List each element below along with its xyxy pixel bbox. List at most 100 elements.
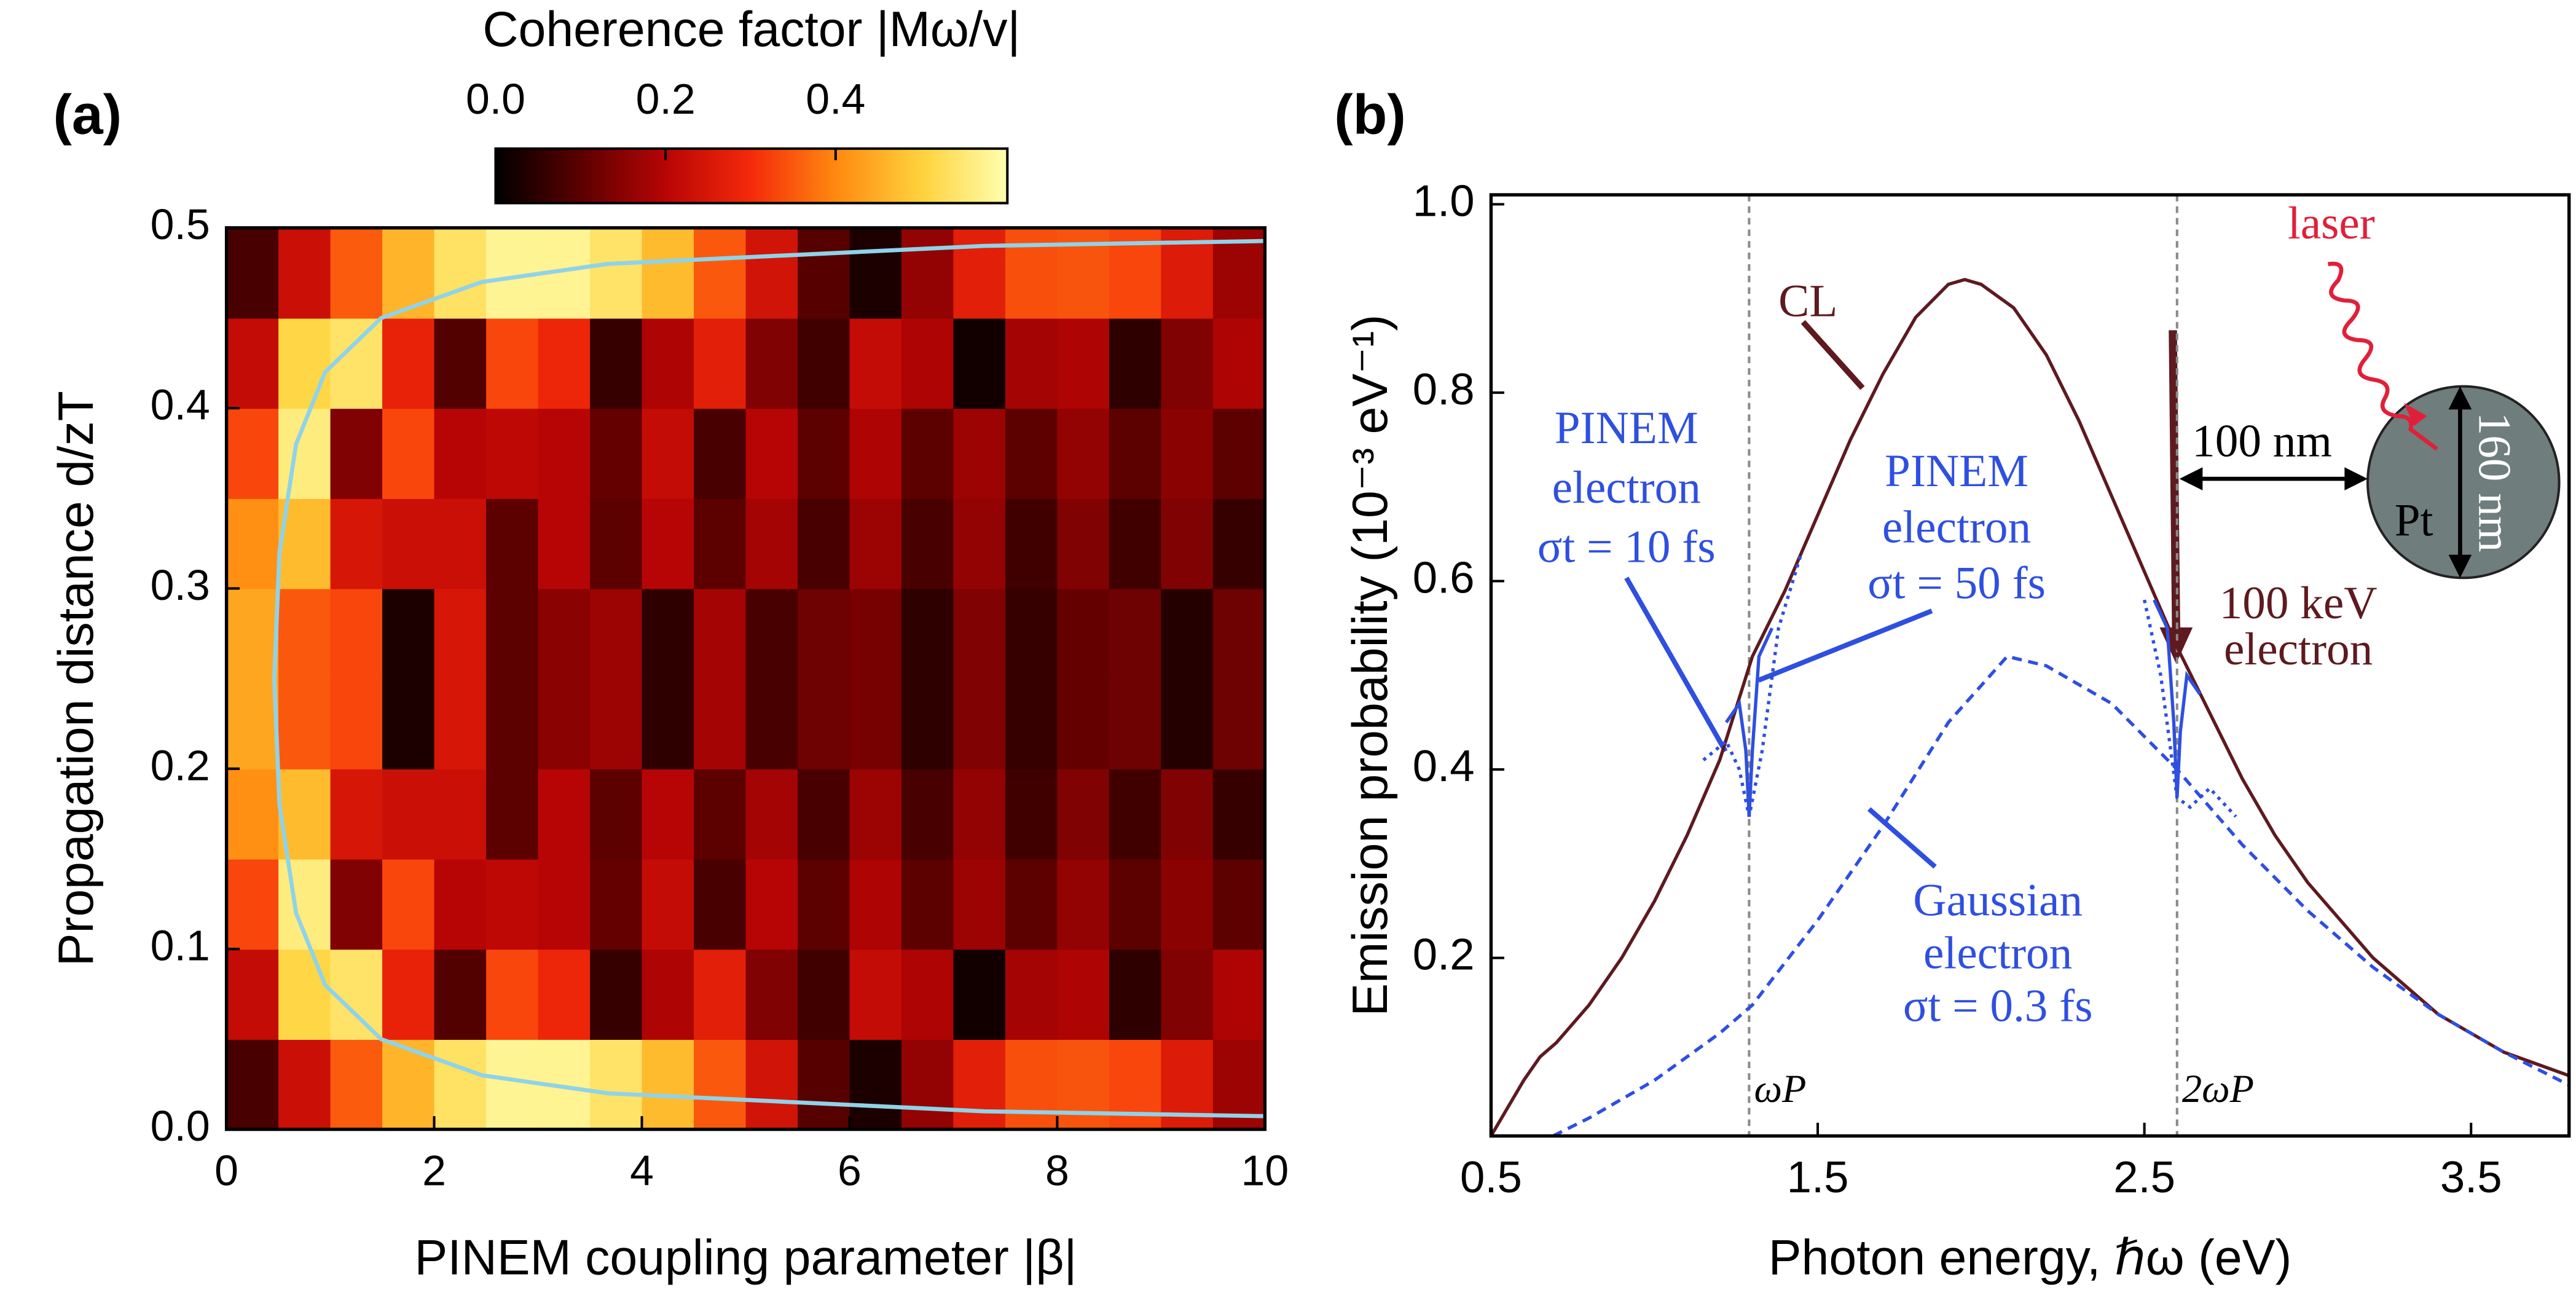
heatmap-cell [278,1039,331,1130]
x-tick-label: 2 [422,1147,446,1195]
annotation: 160 nm [2468,412,2519,553]
annotation: PINEM [1555,403,1698,454]
heatmap-cell [745,498,799,589]
annotation: σt = 10 fs [1537,522,1716,573]
heatmap-cell [745,859,799,950]
heatmap-cell [330,679,383,769]
colorbar-tick-label: 0.4 [806,75,865,123]
heatmap-cell [486,768,539,860]
heatmap-cell [694,679,747,769]
heatmap-cell [226,859,280,950]
heatmap-cell [226,318,280,409]
heatmap-cell [953,588,1007,680]
heatmap-cell [642,679,695,769]
heatmap-cell [1161,768,1214,860]
heatmap-cell [1057,588,1110,680]
heatmap-cell [278,588,331,680]
heatmap-cell [330,588,383,680]
heatmap-cell [486,318,539,409]
x-axis-label: Photon energy, ℏω (eV) [1769,1230,2292,1286]
heatmap-cell [1109,859,1162,950]
heatmap-cell [849,859,903,950]
annotation: electron [1882,502,2031,553]
heatmap-cell [901,498,954,589]
laser-arrowhead [2404,403,2427,427]
heatmap-cell [590,679,643,769]
heatmap-cell [226,588,280,680]
heatmap-cell [1057,227,1110,319]
heatmap-cell [434,588,487,680]
heatmap-cell [642,588,695,680]
heatmap-cell [486,1039,539,1130]
heatmap-cell [745,768,799,860]
heatmap-cell [278,949,331,1040]
heatmap-cell [434,768,487,860]
heatmap-cell [953,408,1007,499]
heatmap-cell [797,318,850,409]
y-tick-label: 0.6 [1413,553,1475,603]
x-tick-label: 6 [838,1147,862,1195]
heatmap-cell [1109,498,1162,589]
heatmap-cell [1212,679,1266,769]
heatmap-cell [486,588,539,680]
schematic [1624,261,2561,869]
y-tick-label: 0.0 [151,1102,210,1150]
heatmap-cell [745,588,799,680]
heatmap-cell [486,408,539,499]
heatmap-cell [1161,408,1214,499]
heatmap-cell [953,859,1007,950]
heatmap-cell [226,768,280,860]
heatmap-cell [1005,1039,1058,1130]
x-tick-label: 4 [630,1147,654,1195]
y-axis-label: Emission probability (10⁻³ eV⁻¹) [1343,315,1398,1017]
annotation: electron [1923,927,2072,978]
heatmap-cell [797,588,850,680]
heatmap-cell [382,408,435,499]
heatmap-cell [226,1039,280,1130]
heatmap-cell [694,498,747,589]
heatmap-cell [1005,768,1058,860]
reference-label: 2ωP [2182,1067,2254,1111]
heatmap-cell [797,1039,850,1130]
heatmap-cell [590,1039,643,1130]
heatmap-cell [849,768,903,860]
heatmap-cell [849,949,903,1040]
heatmap-cell [1212,588,1266,680]
heatmap-cell [434,859,487,950]
heatmap-cell [226,408,280,499]
annotation: electron [1552,462,1701,513]
heatmap-cell [642,859,695,950]
heatmap-cell [590,408,643,499]
heatmap-cell [642,498,695,589]
heatmap-cell [382,679,435,769]
heatmap-cell [1109,588,1162,680]
heatmap-cell [1161,318,1214,409]
annotation: 100 keV [2220,578,2378,629]
heatmap-cell [1005,498,1058,589]
heatmap-cell [745,408,799,499]
heatmap-cell [538,768,591,860]
x-tick-label: 10 [1241,1147,1289,1195]
heatmap-cell [1005,408,1058,499]
y-axis-label: Propagation distance d/zT [49,391,104,966]
arrowhead [2179,467,2203,490]
x-axis-label: PINEM coupling parameter |β| [415,1230,1077,1286]
heatmap-cell [797,498,850,589]
heatmap-cell [745,679,799,769]
heatmap-cell [642,408,695,499]
heatmap-cell [849,318,903,409]
heatmap-cell [901,408,954,499]
annotation: σt = 50 fs [1867,558,2046,609]
colorbar-tick-label: 0.2 [636,75,696,123]
heatmap-cell [901,1039,954,1130]
heatmap-cell [1109,1039,1162,1130]
y-tick-label: 0.5 [151,200,210,248]
heatmap-cell [901,949,954,1040]
series-line [1552,655,2570,1138]
heatmap-cell [1109,679,1162,769]
heatmap-cell [1161,859,1214,950]
heatmap-cell [382,1039,435,1130]
annotation: σt = 0.3 fs [1903,980,2093,1031]
x-tick-label: 2.5 [2113,1152,2175,1202]
heatmap [226,227,1266,1130]
